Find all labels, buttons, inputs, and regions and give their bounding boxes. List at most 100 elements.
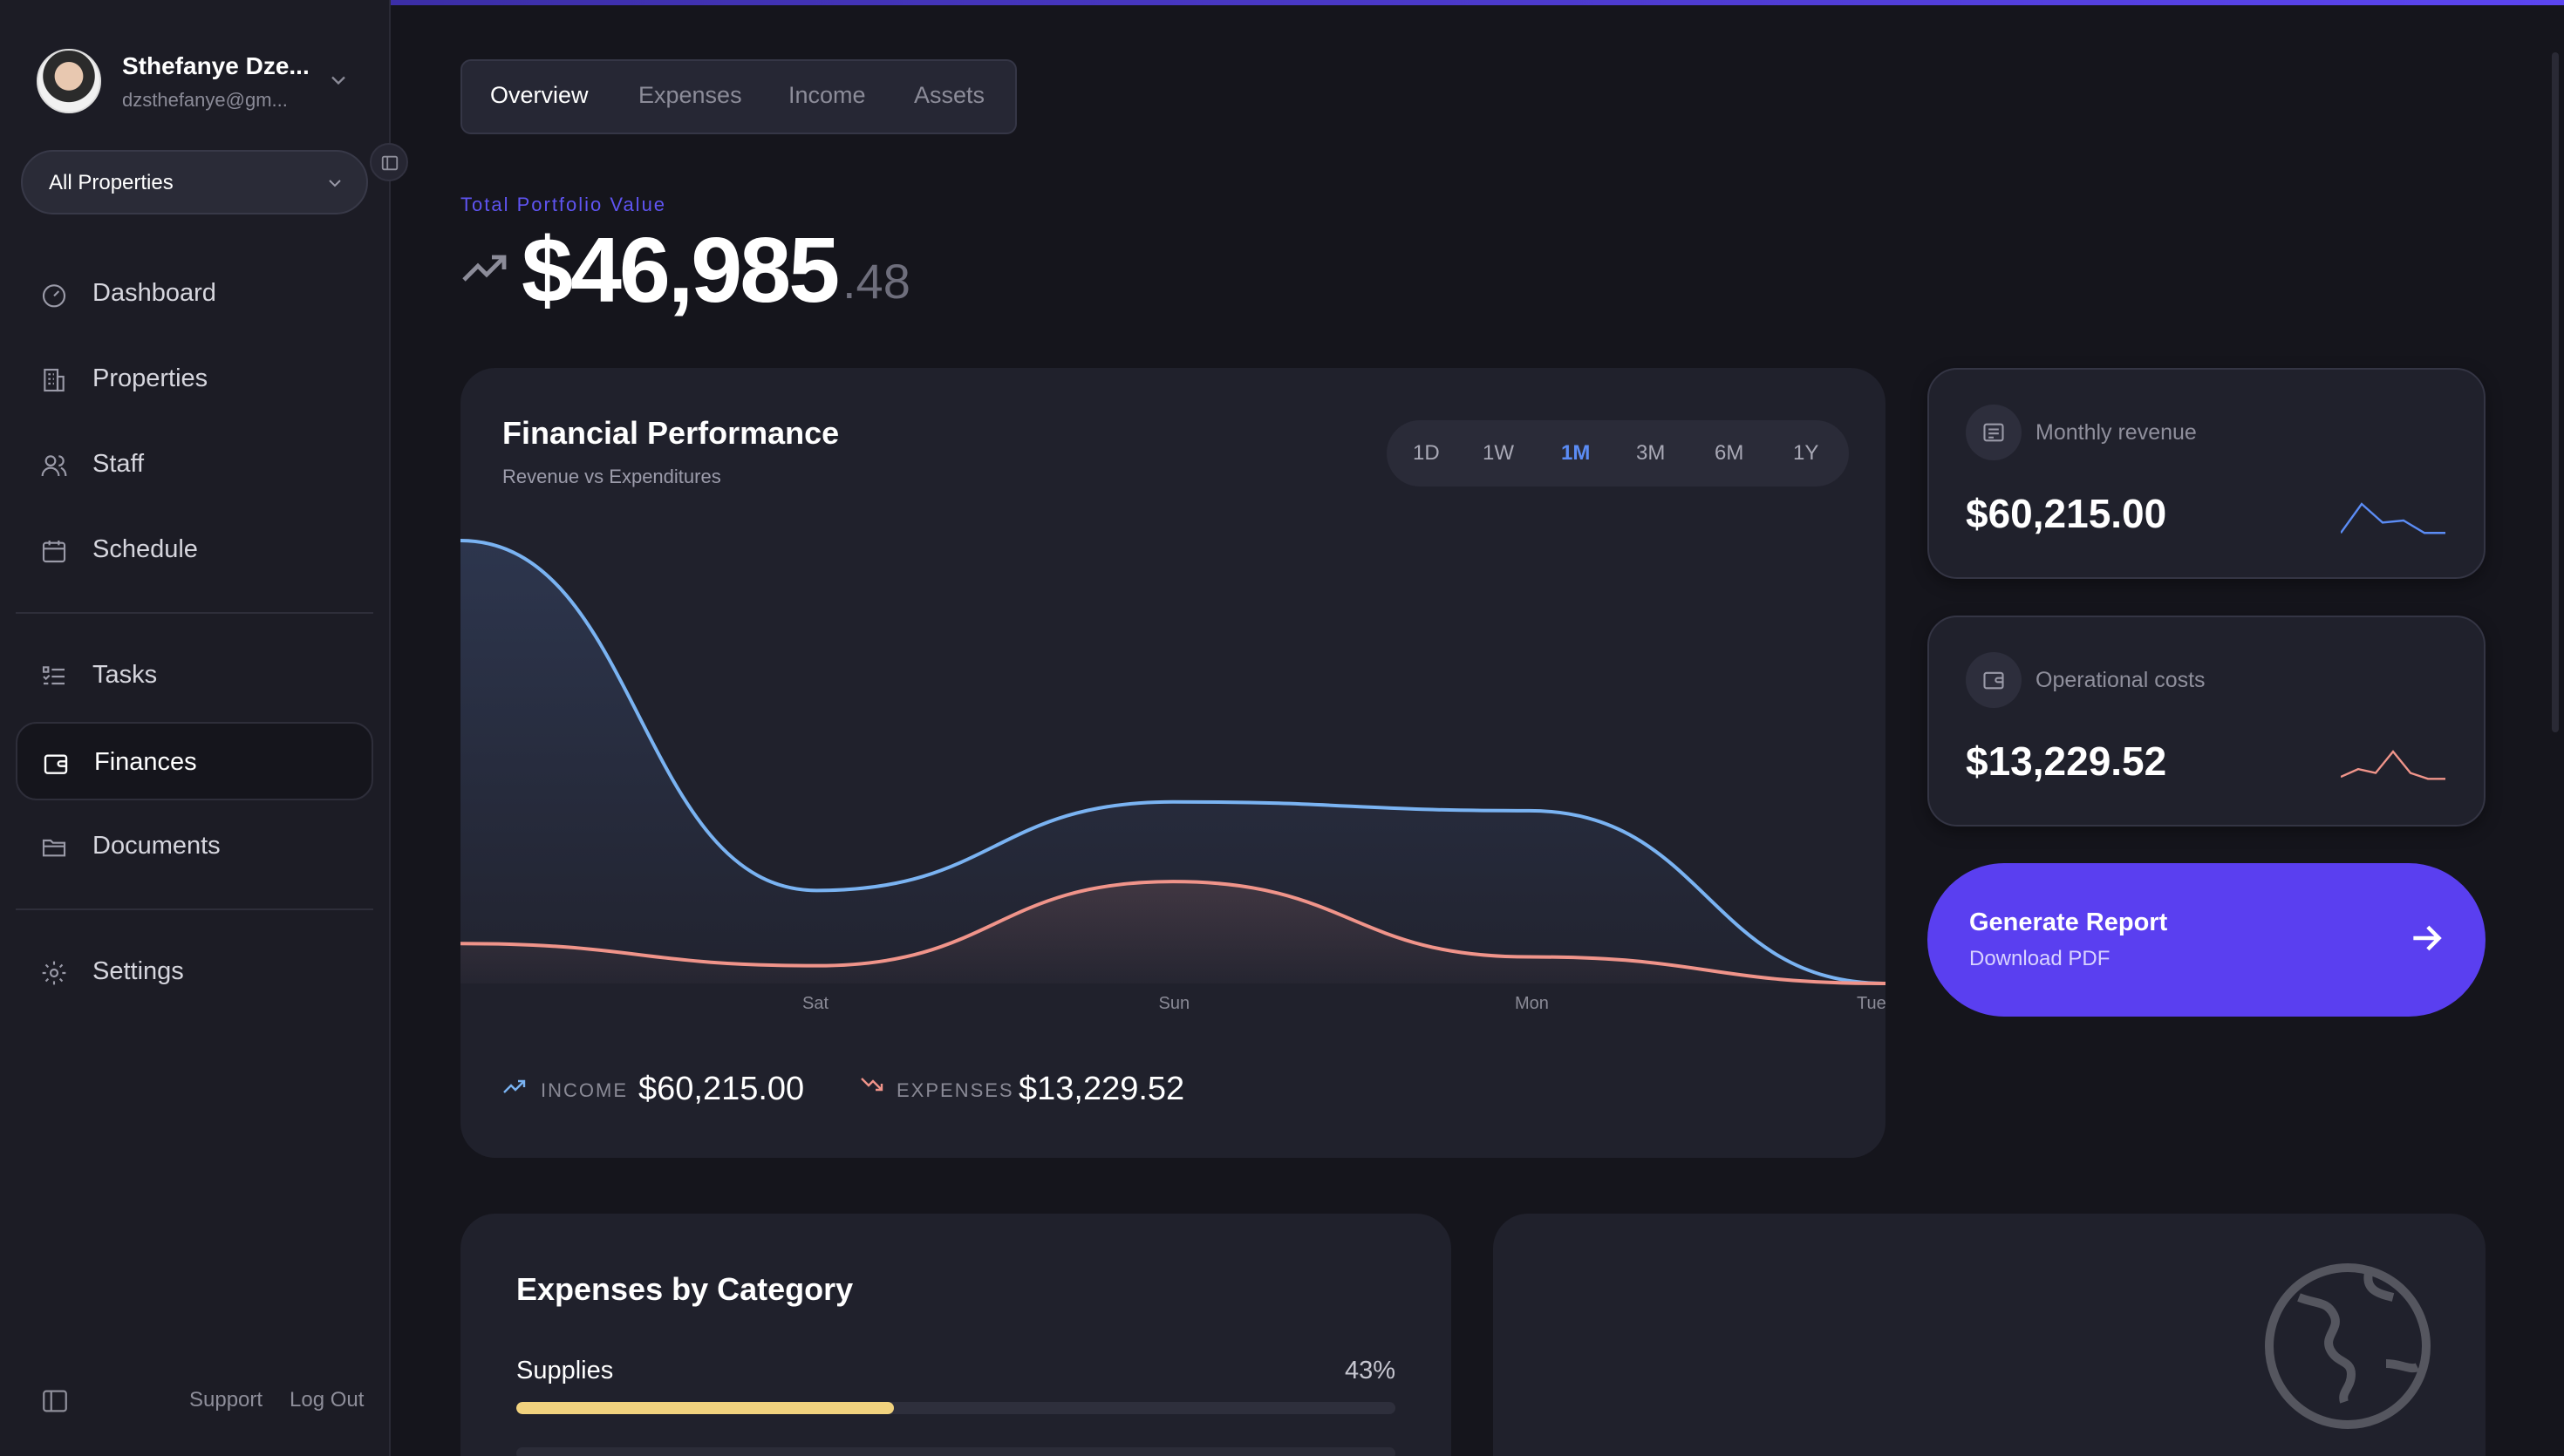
expenses-value: $13,229.52: [1019, 1071, 1185, 1107]
gear-icon: [42, 961, 66, 985]
range-selector: 1D 1W 1M 3M 6M 1Y: [1387, 420, 1849, 486]
sidebar-divider: [16, 908, 373, 910]
x-tick-label: Sat: [802, 994, 829, 1013]
series-area-0: [460, 541, 1885, 983]
folder-icon: [42, 839, 66, 857]
series-line-1: [460, 880, 1885, 985]
financial-performance-card: Financial Performance Revenue vs Expendi…: [460, 368, 1886, 1158]
tab-expenses[interactable]: Expenses: [638, 82, 742, 108]
sidebar-item-label: Tasks: [92, 661, 158, 689]
globe-icon: [2265, 1263, 2431, 1429]
stat-label: Operational costs: [2036, 668, 2206, 692]
chevron-down-icon[interactable]: [326, 68, 351, 92]
card-title: Financial Performance: [502, 415, 840, 451]
scrollbar[interactable]: [2552, 52, 2559, 732]
support-link[interactable]: Support: [189, 1388, 263, 1412]
income-value: $60,215.00: [638, 1071, 805, 1107]
category-progress-track: [516, 1447, 1395, 1456]
top-accent-line: [391, 0, 2564, 5]
range-6m[interactable]: 6M: [1715, 441, 1744, 465]
generate-report-subtitle: Download PDF: [1969, 947, 2111, 970]
sidebar-panel-icon[interactable]: [40, 1386, 70, 1416]
range-1d[interactable]: 1D: [1413, 441, 1440, 465]
section-tabs: Overview Expenses Income Assets: [460, 59, 1017, 134]
revenue-sparkline: [2341, 502, 2445, 534]
range-1w[interactable]: 1W: [1483, 441, 1514, 465]
expenses-by-category-card: Expenses by Category Supplies 43%: [460, 1214, 1451, 1456]
sidebar-toggle-icon: [381, 155, 399, 171]
trending-up-icon: [462, 255, 507, 282]
expense-trend-icon: [861, 1078, 883, 1092]
receipt-icon: [1966, 405, 2022, 460]
monthly-revenue-card[interactable]: Monthly revenue $60,215.00: [1927, 368, 2486, 579]
sidebar-item-finances[interactable]: Finances: [16, 722, 373, 800]
chevron-down-icon: [329, 180, 341, 187]
expenses-label: EXPENSES: [897, 1079, 1014, 1101]
sidebar-item-settings[interactable]: Settings: [16, 933, 373, 1011]
sparkline-path: [2341, 750, 2445, 780]
property-select-value: All Properties: [49, 171, 174, 194]
category-progress-track: [516, 1402, 1395, 1414]
generate-report-title: Generate Report: [1969, 908, 2168, 936]
sidebar-item-properties[interactable]: Properties: [16, 340, 373, 418]
tab-overview[interactable]: Overview: [490, 82, 589, 108]
collapse-sidebar-button[interactable]: [370, 143, 408, 181]
avatar: [37, 49, 101, 113]
generate-report-button[interactable]: Generate Report Download PDF: [1927, 863, 2486, 1017]
portfolio-value: $46,985: [522, 219, 840, 322]
category-name: Supplies: [516, 1357, 614, 1385]
arrow-right-icon: [2413, 925, 2442, 951]
sidebar-item-tasks[interactable]: Tasks: [16, 636, 373, 715]
x-tick-label: Mon: [1515, 994, 1549, 1013]
performance-chart: [460, 539, 1885, 985]
card-title: Expenses by Category: [516, 1271, 854, 1307]
calendar-icon: [42, 541, 66, 563]
stat-label: Monthly revenue: [2036, 420, 2197, 445]
range-1y[interactable]: 1Y: [1793, 441, 1819, 465]
wallet-icon: [44, 754, 68, 774]
stat-value: $13,229.52: [1966, 738, 2167, 784]
user-profile[interactable]: Sthefanye Dze... dzsthefanye@gm...: [37, 49, 351, 115]
card-subtitle: Revenue vs Expenditures: [502, 466, 721, 487]
sidebar-item-label: Dashboard: [92, 279, 216, 307]
wallet-icon: [1966, 652, 2022, 708]
sidebar-item-label: Documents: [92, 832, 221, 860]
costs-sparkline: [2341, 750, 2445, 780]
x-tick-label: Sun: [1158, 994, 1190, 1013]
portfolio-label: Total Portfolio Value: [460, 194, 667, 215]
sidebar-item-schedule[interactable]: Schedule: [16, 511, 373, 589]
tab-assets[interactable]: Assets: [914, 82, 985, 108]
logout-link[interactable]: Log Out: [290, 1388, 365, 1412]
sidebar-item-dashboard[interactable]: Dashboard: [16, 255, 373, 333]
sparkline-path: [2341, 502, 2445, 534]
income-label: INCOME: [541, 1079, 628, 1101]
sidebar-divider: [16, 612, 373, 614]
checklist-icon: [42, 666, 65, 685]
portfolio-value-cents: .48: [842, 254, 910, 309]
sidebar-item-label: Finances: [94, 748, 197, 776]
sidebar-item-staff[interactable]: Staff: [16, 425, 373, 504]
stat-value: $60,215.00: [1966, 491, 2167, 536]
income-trend-icon: [503, 1079, 526, 1093]
tab-income[interactable]: Income: [788, 82, 866, 108]
map-card: [1493, 1214, 2486, 1456]
building-icon: [44, 368, 65, 392]
range-3m[interactable]: 3M: [1636, 441, 1666, 465]
users-icon: [41, 455, 67, 477]
sidebar-item-documents[interactable]: Documents: [16, 807, 373, 886]
sidebar-item-label: Schedule: [92, 535, 198, 563]
property-select[interactable]: All Properties: [21, 150, 368, 214]
user-name: Sthefanye Dze...: [122, 52, 310, 79]
sidebar-item-label: Settings: [92, 957, 184, 985]
sidebar-item-label: Properties: [92, 364, 208, 392]
range-1m[interactable]: 1M: [1561, 441, 1591, 465]
gauge-icon: [42, 284, 66, 308]
operational-costs-card[interactable]: Operational costs $13,229.52: [1927, 616, 2486, 827]
sidebar: Sthefanye Dze... dzsthefanye@gm... All P…: [0, 0, 391, 1456]
category-progress-fill: [516, 1402, 895, 1414]
user-email: dzsthefanye@gm...: [122, 89, 288, 111]
x-tick-label: Tue: [1857, 994, 1886, 1013]
category-percent: 43%: [1344, 1357, 1395, 1385]
series-line-0: [460, 539, 1885, 985]
sidebar-item-label: Staff: [92, 450, 145, 478]
